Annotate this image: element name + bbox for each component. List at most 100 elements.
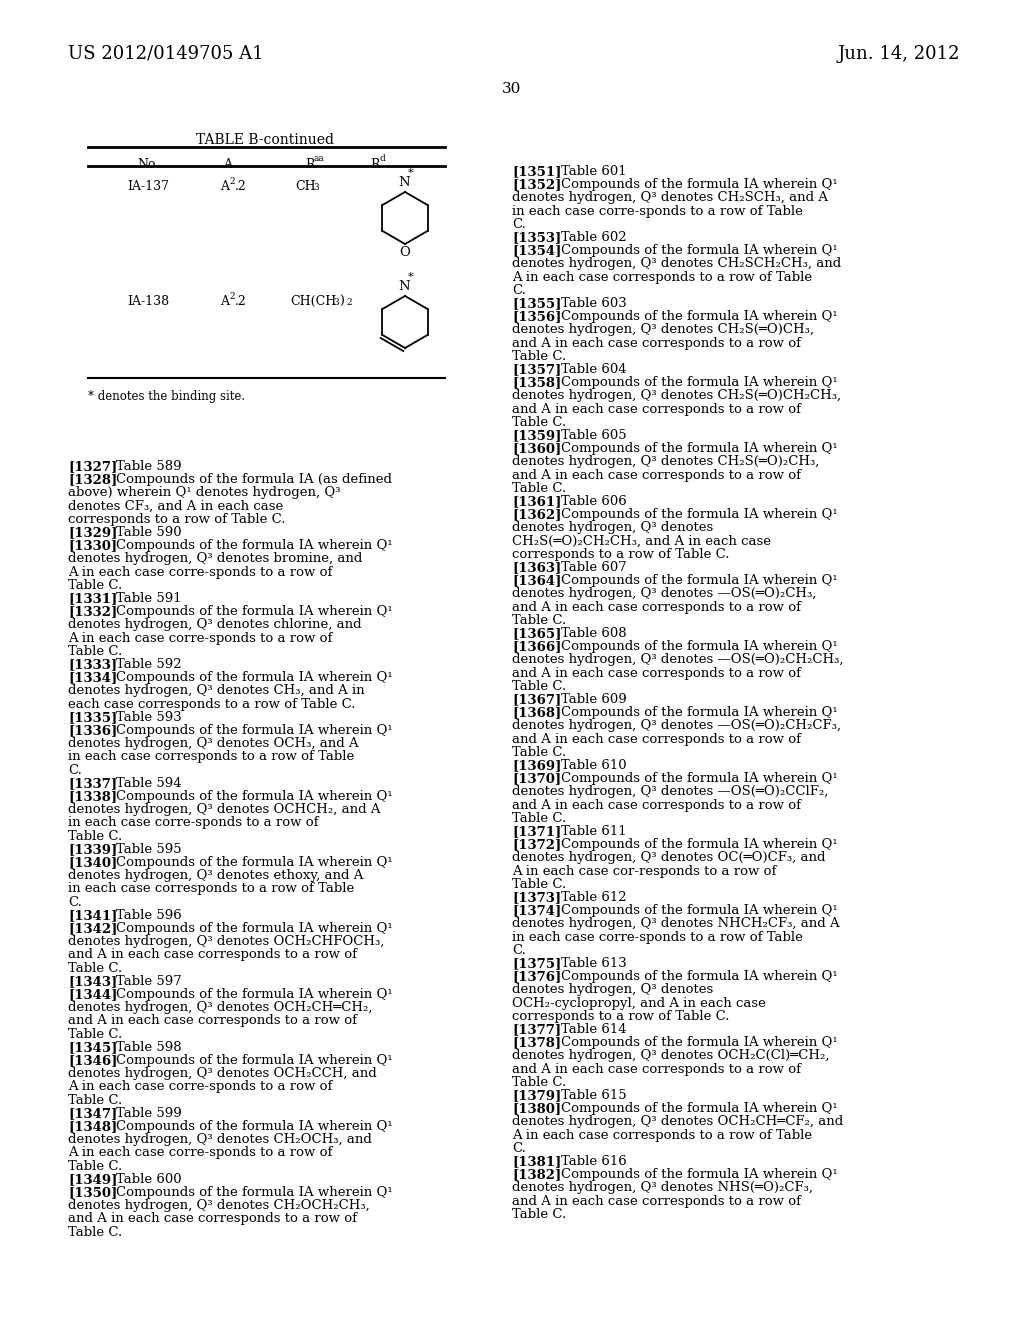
Text: [1360]: [1360] [512,442,561,455]
Text: [1381]: [1381] [512,1155,561,1168]
Text: and A in each case corresponds to a row of: and A in each case corresponds to a row … [68,948,357,961]
Text: [1369]: [1369] [512,759,561,772]
Text: Table C.: Table C. [68,961,122,974]
Text: [1373]: [1373] [512,891,561,904]
Text: in each case corresponds to a row of Table: in each case corresponds to a row of Tab… [68,882,354,895]
Text: IA-137: IA-137 [127,180,169,193]
Text: R: R [305,158,314,172]
Text: Table 602: Table 602 [561,231,627,244]
Text: Table 600: Table 600 [116,1172,181,1185]
Text: in each case corre-sponds to a row of: in each case corre-sponds to a row of [68,816,318,829]
Text: IA-138: IA-138 [127,294,169,308]
Text: No.: No. [137,158,159,172]
Text: ): ) [339,294,344,308]
Text: in each case corresponds to a row of Table: in each case corresponds to a row of Tab… [68,750,354,763]
Text: A in each case cor-responds to a row of: A in each case cor-responds to a row of [512,865,776,878]
Text: denotes hydrogen, Q³ denotes CH₂S(═O)₂CH₃,: denotes hydrogen, Q³ denotes CH₂S(═O)₂CH… [512,455,819,469]
Text: Compounds of the formula IA wherein Q¹: Compounds of the formula IA wherein Q¹ [561,1102,838,1115]
Text: Table C.: Table C. [512,680,566,693]
Text: OCH₂-cyclopropyl, and A in each case: OCH₂-cyclopropyl, and A in each case [512,997,766,1010]
Text: corresponds to a row of Table C.: corresponds to a row of Table C. [512,548,729,561]
Text: [1327]: [1327] [68,459,118,473]
Text: Compounds of the formula IA wherein Q¹: Compounds of the formula IA wherein Q¹ [561,706,838,719]
Text: Table 598: Table 598 [116,1040,181,1053]
Text: 3: 3 [313,183,318,191]
Text: * denotes the binding site.: * denotes the binding site. [88,389,245,403]
Text: Compounds of the formula IA wherein Q¹: Compounds of the formula IA wherein Q¹ [116,789,392,803]
Text: R: R [370,158,380,172]
Text: denotes hydrogen, Q³ denotes ethoxy, and A: denotes hydrogen, Q³ denotes ethoxy, and… [68,869,364,882]
Text: denotes hydrogen, Q³ denotes OC(═O)CF₃, and: denotes hydrogen, Q³ denotes OC(═O)CF₃, … [512,851,825,865]
Text: .2: .2 [234,294,247,308]
Text: Table 601: Table 601 [561,165,627,178]
Text: Table 599: Table 599 [116,1106,181,1119]
Text: [1362]: [1362] [512,508,561,521]
Text: Compounds of the formula IA wherein Q¹: Compounds of the formula IA wherein Q¹ [561,508,838,521]
Text: Compounds of the formula IA wherein Q¹: Compounds of the formula IA wherein Q¹ [561,310,838,323]
Text: denotes hydrogen, Q³ denotes bromine, and: denotes hydrogen, Q³ denotes bromine, an… [68,552,362,565]
Text: Compounds of the formula IA wherein Q¹: Compounds of the formula IA wherein Q¹ [561,970,838,983]
Text: Table 589: Table 589 [116,459,181,473]
Text: Compounds of the formula IA wherein Q¹: Compounds of the formula IA wherein Q¹ [116,671,392,684]
Text: O: O [399,247,411,260]
Text: Compounds of the formula IA wherein Q¹: Compounds of the formula IA wherein Q¹ [116,855,392,869]
Text: [1364]: [1364] [512,574,561,587]
Text: and A in each case corresponds to a row of: and A in each case corresponds to a row … [512,667,801,680]
Text: Table C.: Table C. [68,1027,122,1040]
Text: [1375]: [1375] [512,957,561,970]
Text: [1377]: [1377] [512,1023,561,1036]
Text: denotes hydrogen, Q³ denotes CH₂SCH₂CH₃, and: denotes hydrogen, Q³ denotes CH₂SCH₂CH₃,… [512,257,842,271]
Text: denotes hydrogen, Q³ denotes —OS(═O)₂CClF₂,: denotes hydrogen, Q³ denotes —OS(═O)₂CCl… [512,785,828,799]
Text: d: d [379,154,385,162]
Text: Table C.: Table C. [68,829,122,842]
Text: A: A [220,180,229,193]
Text: [1333]: [1333] [68,657,117,671]
Text: CH: CH [295,180,315,193]
Text: denotes hydrogen, Q³ denotes OCH₂CH═CF₂, and: denotes hydrogen, Q³ denotes OCH₂CH═CF₂,… [512,1115,843,1129]
Text: Compounds of the formula IA wherein Q¹: Compounds of the formula IA wherein Q¹ [116,921,392,935]
Text: [1340]: [1340] [68,855,118,869]
Text: Table 615: Table 615 [561,1089,627,1102]
Text: Compounds of the formula IA wherein Q¹: Compounds of the formula IA wherein Q¹ [561,904,838,917]
Text: Table C.: Table C. [512,746,566,759]
Text: CH₂S(═O)₂CH₂CH₃, and A in each case: CH₂S(═O)₂CH₂CH₃, and A in each case [512,535,771,548]
Text: Table C.: Table C. [68,1093,122,1106]
Text: [1361]: [1361] [512,495,561,508]
Text: and A in each case corresponds to a row of: and A in each case corresponds to a row … [68,1014,357,1027]
Text: [1338]: [1338] [68,789,117,803]
Text: [1371]: [1371] [512,825,561,838]
Text: A in each case corre-sponds to a row of: A in each case corre-sponds to a row of [68,631,333,644]
Text: denotes hydrogen, Q³ denotes OCHCH₂, and A: denotes hydrogen, Q³ denotes OCHCH₂, and… [68,803,381,816]
Text: denotes hydrogen, Q³ denotes CH₂OCH₂CH₃,: denotes hydrogen, Q³ denotes CH₂OCH₂CH₃, [68,1199,370,1212]
Text: [1382]: [1382] [512,1168,561,1181]
Text: corresponds to a row of Table C.: corresponds to a row of Table C. [68,512,286,525]
Text: Compounds of the formula IA wherein Q¹: Compounds of the formula IA wherein Q¹ [561,442,838,455]
Text: *: * [409,168,414,178]
Text: [1343]: [1343] [68,974,118,987]
Text: [1344]: [1344] [68,987,118,1001]
Text: A: A [223,158,232,172]
Text: denotes hydrogen, Q³ denotes —OS(═O)₂CH₂CF₃,: denotes hydrogen, Q³ denotes —OS(═O)₂CH₂… [512,719,841,733]
Text: denotes hydrogen, Q³ denotes: denotes hydrogen, Q³ denotes [512,983,714,997]
Text: denotes hydrogen, Q³ denotes CH₂S(═O)CH₂CH₃,: denotes hydrogen, Q³ denotes CH₂S(═O)CH₂… [512,389,841,403]
Text: Table 610: Table 610 [561,759,627,772]
Text: Table 607: Table 607 [561,561,627,574]
Text: denotes hydrogen, Q³ denotes CH₂S(═O)CH₃,: denotes hydrogen, Q³ denotes CH₂S(═O)CH₃… [512,323,814,337]
Text: C.: C. [512,944,526,957]
Text: [1379]: [1379] [512,1089,561,1102]
Text: Table 596: Table 596 [116,908,181,921]
Text: and A in each case corresponds to a row of: and A in each case corresponds to a row … [512,799,801,812]
Text: [1341]: [1341] [68,908,118,921]
Text: [1378]: [1378] [512,1036,561,1049]
Text: Table 612: Table 612 [561,891,627,904]
Text: 2: 2 [229,177,234,186]
Text: C.: C. [512,1142,526,1155]
Text: US 2012/0149705 A1: US 2012/0149705 A1 [68,45,263,63]
Text: denotes hydrogen, Q³ denotes —OS(═O)₂CH₃,: denotes hydrogen, Q³ denotes —OS(═O)₂CH₃… [512,587,816,601]
Text: [1330]: [1330] [68,539,117,552]
Text: *: * [409,272,414,282]
Text: A in each case corre-sponds to a row of: A in each case corre-sponds to a row of [68,565,333,578]
Text: [1352]: [1352] [512,178,561,191]
Text: Table C.: Table C. [512,878,566,891]
Text: [1335]: [1335] [68,710,118,723]
